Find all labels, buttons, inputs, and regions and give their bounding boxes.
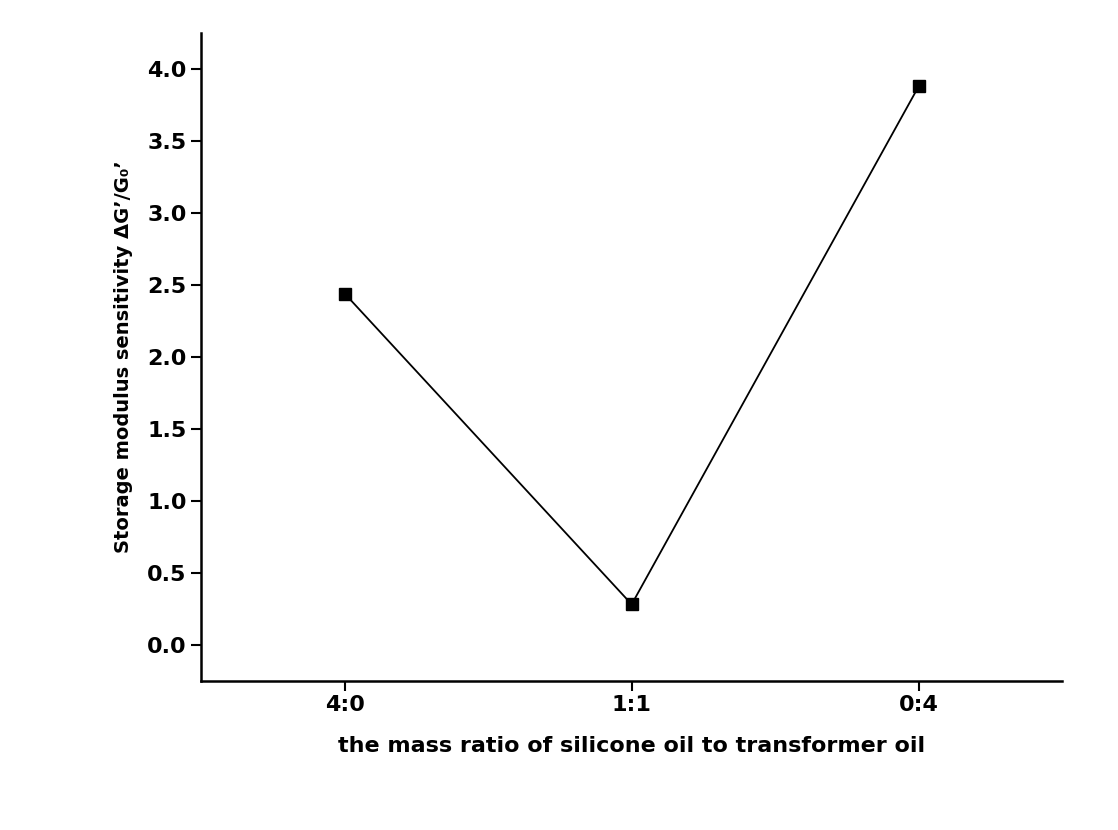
Y-axis label: Storage modulus sensitivity ΔG’/G₀’: Storage modulus sensitivity ΔG’/G₀’ — [114, 160, 133, 554]
X-axis label: the mass ratio of silicone oil to transformer oil: the mass ratio of silicone oil to transf… — [338, 736, 926, 756]
